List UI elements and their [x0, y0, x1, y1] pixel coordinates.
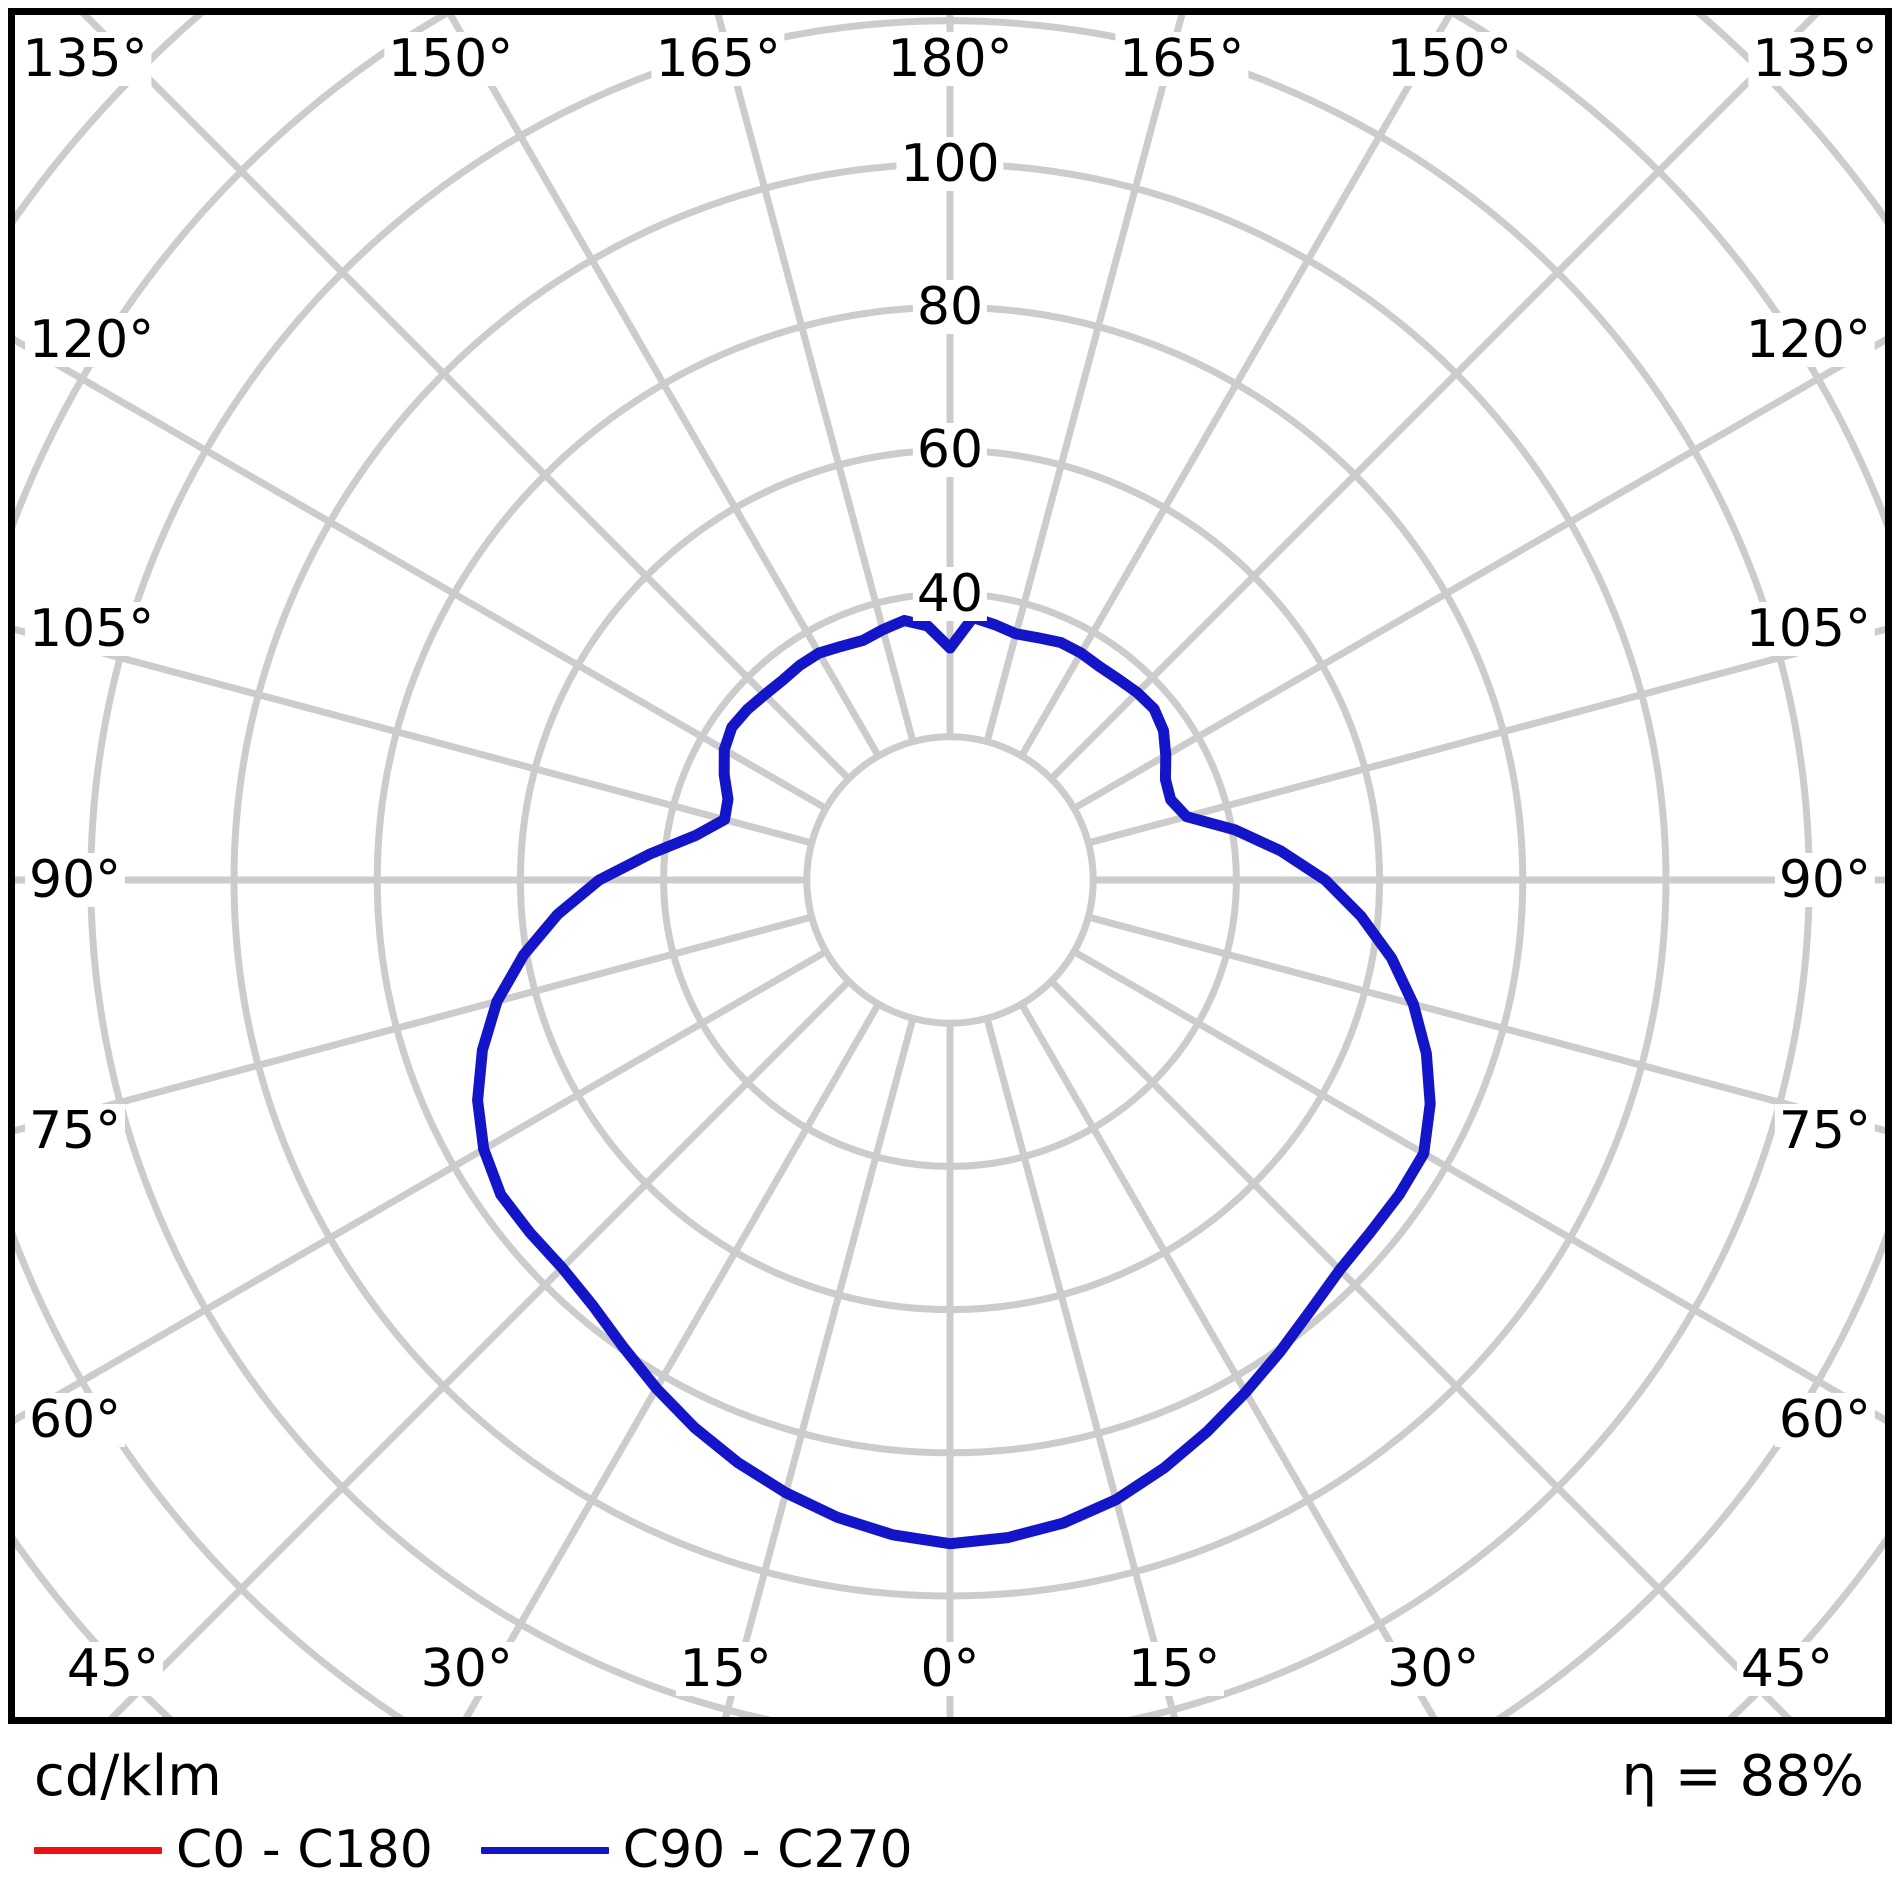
angle-label-right: 60° [1774, 1392, 1875, 1447]
legend-label: C90 - C270 [622, 1820, 913, 1880]
grid-spoke [720, 35, 917, 743]
grid-spoke-extended [1555, 15, 1820, 275]
grid-spoke [1048, 259, 1571, 782]
legend-item[interactable]: C0 - C180 [34, 1824, 433, 1876]
angle-label-top: 150° [383, 32, 518, 86]
chart-footer: cd/klm η = 88% C0 - C180 C90 - C270 [0, 1724, 1900, 1900]
polar-grid [15, 15, 1885, 1717]
grid-spoke [1072, 948, 1709, 1320]
legend-item[interactable]: C90 - C270 [480, 1820, 913, 1880]
angle-label-bottom: 45° [62, 1642, 164, 1696]
angle-label-bottom: 15° [1124, 1642, 1225, 1696]
angle-label-right: 120° [1741, 313, 1875, 368]
grid-spoke-extended [1168, 1709, 1178, 1717]
grid-spoke [329, 978, 852, 1501]
series-layer [472, 612, 1436, 1550]
legend: C0 - C180 C90 - C270 [34, 1824, 913, 1876]
legend-color-swatch [34, 1846, 162, 1854]
grid-ring [803, 733, 1097, 1027]
efficiency-label: η = 88% [1621, 1744, 1864, 1809]
angle-label-bottom: 30° [1383, 1642, 1484, 1696]
units-label: cd/klm [34, 1744, 222, 1809]
angle-label-top: 180° [883, 32, 1017, 86]
grid-spoke [1048, 978, 1571, 1501]
grid-spoke [1087, 650, 1795, 847]
angle-label-bottom: 30° [416, 1642, 517, 1696]
angle-label-bottom: 45° [1736, 1642, 1838, 1696]
radial-tick-label: 100 [896, 137, 1004, 191]
angle-label-left: 120° [25, 313, 159, 368]
angle-label-top: 165° [651, 32, 785, 86]
grid-spoke [510, 1002, 882, 1639]
angle-label-bottom: 0° [916, 1642, 984, 1696]
grid-spoke [1018, 1002, 1390, 1639]
grid-spoke [983, 1017, 1178, 1717]
grid-spoke-extended [722, 1709, 732, 1717]
radial-tick-label: 80 [912, 280, 988, 335]
grid-spoke [105, 650, 813, 847]
angle-label-left: 75° [25, 1103, 126, 1158]
angle-label-left: 60° [25, 1392, 126, 1447]
grid-spoke [1087, 913, 1795, 1110]
angle-label-right: 105° [1741, 602, 1875, 657]
grid-spoke-extended [1555, 1485, 1792, 1717]
legend-label: C0 - C180 [176, 1820, 433, 1880]
grid-spoke [105, 913, 813, 1110]
grid-spoke [191, 948, 828, 1320]
angle-label-left: 105° [25, 602, 159, 657]
grid-spoke-extended [108, 1485, 345, 1717]
legend-color-swatch [480, 1846, 609, 1854]
grid-spoke [329, 259, 852, 782]
angle-label-bottom: 15° [675, 1642, 776, 1696]
grid-spoke-extended [80, 15, 345, 275]
grid-spoke [983, 35, 1180, 743]
radial-tick-label: 60 [912, 423, 988, 478]
plot-frame [8, 8, 1892, 1724]
angle-label-left: 90° [25, 853, 126, 907]
angle-label-right: 75° [1774, 1103, 1875, 1158]
angle-label-top: 165° [1115, 32, 1249, 86]
radial-tick-label: 40 [912, 566, 988, 621]
grid-spoke [1072, 440, 1709, 812]
angle-label-top: 135° [1748, 32, 1882, 86]
series-curve-c90-c270 [472, 612, 1436, 1550]
angle-label-top: 135° [18, 32, 152, 86]
polar-plot-canvas [15, 15, 1885, 1717]
grid-spoke [722, 1017, 917, 1717]
angle-label-top: 150° [1382, 32, 1517, 86]
angle-label-right: 90° [1774, 853, 1875, 907]
